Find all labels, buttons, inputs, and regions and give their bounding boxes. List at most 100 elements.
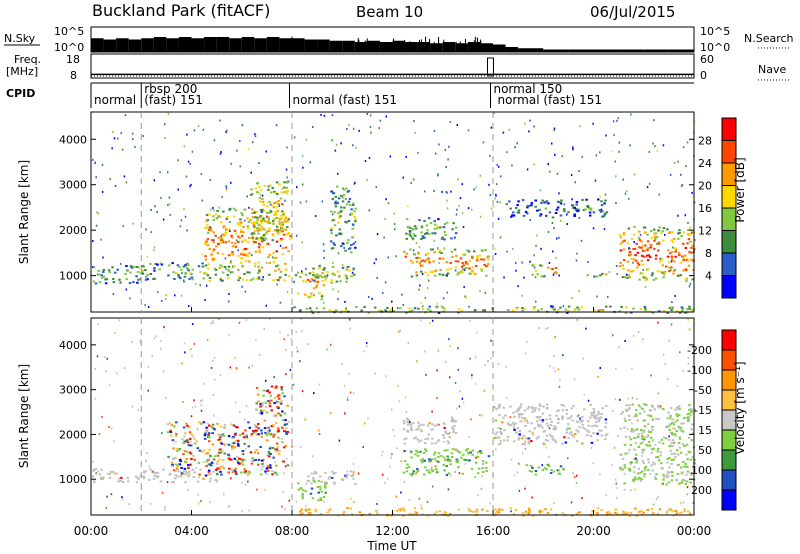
power-cell: [671, 306, 674, 309]
power-scatter-cell: [670, 260, 673, 263]
velocity-scatter-cell: [611, 409, 614, 412]
velocity-cell: [181, 442, 185, 445]
velocity-scatter-cell: [652, 439, 654, 442]
velocity-scatter-cell: [687, 318, 689, 321]
velocity-cell: [557, 418, 560, 421]
power-scatter-cell: [455, 213, 458, 216]
power-cell: [247, 240, 250, 243]
velocity-scatter-cell: [341, 363, 343, 366]
velocity-cell: [509, 405, 512, 408]
power-cell: [349, 213, 352, 216]
power-scatter-cell: [177, 188, 180, 191]
power-scatter-cell: [659, 257, 661, 260]
velocity-scatter-cell: [98, 432, 101, 435]
power-scatter-cell: [95, 176, 97, 179]
power-cell: [644, 276, 647, 279]
power-cell: [649, 230, 653, 233]
power-cell: [319, 274, 322, 277]
power-cell: [205, 239, 208, 242]
velocity-cell: [313, 472, 316, 475]
power-cell: [670, 308, 673, 311]
velocity-cell: [193, 437, 196, 440]
power-scatter-cell: [114, 184, 117, 187]
velocity-cell: [546, 439, 550, 442]
velocity-scatter-cell: [191, 323, 194, 326]
power-scatter-cell: [230, 260, 232, 263]
power-scatter-cell: [456, 208, 458, 211]
velocity-cell: [512, 411, 515, 414]
velocity-scatter-cell: [552, 439, 554, 442]
power-cell: [279, 270, 283, 273]
velocity-scatter-cell: [613, 446, 616, 449]
velocity-cell: [614, 511, 617, 514]
power-cell: [205, 214, 209, 217]
velocity-scatter-cell: [524, 487, 526, 490]
velocity-cell: [451, 418, 455, 421]
velocity-cell: [446, 514, 450, 517]
power-cell: [350, 275, 353, 278]
power-scatter-cell: [625, 273, 628, 276]
velocity-scatter-cell: [626, 428, 629, 431]
power-scatter-cell: [433, 129, 436, 132]
velocity-cell: [267, 469, 270, 472]
velocity-cell: [211, 423, 215, 426]
velocity-cell: [549, 508, 553, 511]
power-cell: [243, 239, 247, 242]
power-cell: [244, 254, 248, 257]
velocity-scatter-cell: [407, 341, 410, 344]
velocity-scatter-cell: [664, 363, 666, 366]
power-cell: [314, 280, 317, 283]
velocity-scatter-cell: [505, 396, 508, 399]
power-scatter-cell: [580, 239, 583, 242]
velocity-cell: [278, 401, 282, 404]
velocity-cell: [666, 470, 670, 473]
power-cell: [345, 221, 348, 224]
velocity-cell: [412, 513, 415, 516]
power-cell: [257, 277, 261, 280]
power-cell: [472, 250, 476, 253]
velocity-cell: [183, 435, 186, 438]
colorbar-tick-label: 15: [698, 424, 712, 437]
velocity-cell: [652, 511, 655, 514]
power-cell: [624, 311, 628, 314]
power-cell: [438, 257, 442, 260]
velocity-scatter-cell: [475, 456, 477, 459]
velocity-scatter-cell: [212, 359, 214, 362]
power-cell: [286, 226, 289, 229]
velocity-scatter-cell: [556, 469, 559, 472]
velocity-cell: [416, 438, 420, 441]
power-scatter-cell: [468, 305, 470, 308]
colorbar-tick-label: -50: [694, 384, 712, 397]
power-cell: [296, 271, 300, 274]
velocity-scatter-cell: [516, 471, 519, 474]
velocity-cell: [651, 428, 654, 431]
velocity-cell: [587, 424, 590, 427]
velocity-scatter-cell: [101, 415, 103, 418]
velocity-cell: [237, 444, 240, 447]
velocity-cell: [257, 428, 260, 431]
velocity-cell: [532, 514, 535, 517]
velocity-scatter-cell: [679, 351, 681, 354]
velocity-cell: [497, 406, 500, 409]
power-scatter-cell: [502, 131, 505, 134]
velocity-cell: [319, 513, 323, 516]
velocity-cell: [648, 444, 652, 447]
power-scatter-cell: [184, 215, 187, 218]
power-cell: [149, 272, 153, 275]
power-scatter-cell: [251, 141, 254, 144]
velocity-cell: [678, 437, 682, 440]
power-scatter-cell: [566, 223, 568, 226]
power-scatter-cell: [571, 198, 573, 201]
velocity-cell: [444, 511, 448, 514]
power-scatter-cell: [332, 288, 334, 291]
velocity-cell: [261, 404, 264, 407]
power-cell: [439, 268, 442, 271]
velocity-cell: [653, 463, 657, 466]
power-cell: [273, 229, 277, 232]
power-cell: [442, 226, 446, 229]
velocity-scatter-cell: [614, 398, 617, 401]
velocity-cell: [621, 510, 625, 513]
velocity-cell: [417, 425, 421, 428]
power-scatter-cell: [254, 265, 256, 268]
velocity-scatter-cell: [181, 362, 183, 365]
